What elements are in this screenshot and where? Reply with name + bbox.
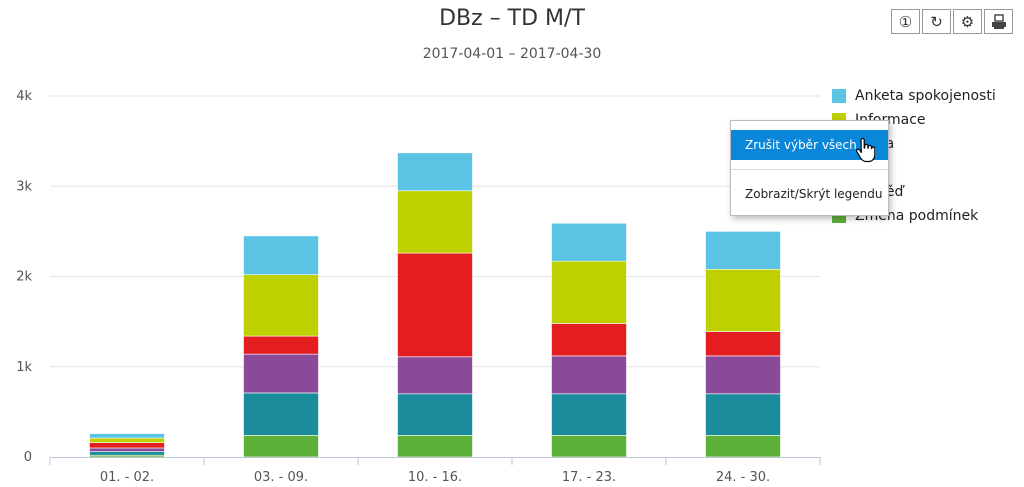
bar-segment[interactable] xyxy=(397,152,473,192)
legend-label: Anketa spokojenosti xyxy=(855,88,996,104)
bar-segment[interactable] xyxy=(705,268,781,332)
bar-segment[interactable] xyxy=(397,252,473,358)
bar-segment[interactable] xyxy=(89,437,165,443)
x-tick-label: 03. - 09. xyxy=(254,470,308,485)
bar-segment[interactable] xyxy=(89,433,165,439)
bar-segment[interactable] xyxy=(551,435,627,458)
menu-item-toggle-legend[interactable]: Zobrazit/Skrýt legendu xyxy=(745,187,883,201)
bar-segment[interactable] xyxy=(551,260,627,324)
legend-item[interactable]: Anketa spokojenosti xyxy=(832,84,996,108)
y-tick-label: 2k xyxy=(16,270,32,285)
bar-segment[interactable] xyxy=(397,435,473,458)
context-menu: Zrušit výběr všech Zobrazit/Skrýt legend… xyxy=(730,120,889,216)
print-button[interactable] xyxy=(984,9,1013,34)
bar-segment[interactable] xyxy=(397,190,473,254)
bar-segment[interactable] xyxy=(705,393,781,436)
refresh-icon: ↻ xyxy=(930,12,943,31)
refresh-button[interactable]: ↻ xyxy=(922,9,951,34)
y-tick-label: 1k xyxy=(16,360,32,375)
bar-segment[interactable] xyxy=(705,331,781,357)
bar-segment[interactable] xyxy=(551,222,627,262)
bar-segment[interactable] xyxy=(243,274,319,337)
bar-segment[interactable] xyxy=(705,355,781,395)
bar-segment[interactable] xyxy=(243,353,319,394)
legend-swatch xyxy=(832,89,846,103)
bar-segment[interactable] xyxy=(243,392,319,436)
x-tick-label: 10. - 16. xyxy=(408,470,462,485)
reset-zoom-icon: ① xyxy=(898,12,913,31)
x-tick-label: 17. - 23. xyxy=(562,470,616,485)
reset-zoom-button[interactable]: ① xyxy=(891,9,920,34)
gear-icon: ⚙ xyxy=(960,12,975,31)
bar-segment[interactable] xyxy=(705,231,781,270)
bar-segment[interactable] xyxy=(89,447,165,452)
y-tick-label: 4k xyxy=(16,89,32,104)
bar-segment[interactable] xyxy=(243,335,319,355)
print-icon xyxy=(991,13,1006,29)
y-tick-label: 3k xyxy=(16,179,32,194)
chart-toolbar: ① ↻ ⚙ xyxy=(891,9,1013,34)
bar-segment[interactable] xyxy=(89,442,165,449)
menu-separator xyxy=(731,169,888,170)
bar-segment[interactable] xyxy=(551,393,627,436)
hand-cursor-icon xyxy=(856,138,875,163)
bar-segment[interactable] xyxy=(89,451,165,456)
bar-segment[interactable] xyxy=(397,356,473,395)
x-tick-label: 01. - 02. xyxy=(100,470,154,485)
bar-segment[interactable] xyxy=(243,435,319,458)
chart-subtitle: 2017-04-01 – 2017-04-30 xyxy=(422,46,602,62)
bar-segment[interactable] xyxy=(551,323,627,357)
bar-segment[interactable] xyxy=(705,435,781,458)
chart-title: DBz – TD M/T xyxy=(439,6,585,31)
settings-button[interactable]: ⚙ xyxy=(953,9,982,34)
bar-segment[interactable] xyxy=(551,355,627,395)
y-tick-label: 0 xyxy=(24,450,32,465)
x-tick-label: 24. - 30. xyxy=(716,470,770,485)
bar-segment[interactable] xyxy=(397,393,473,436)
bar-segment[interactable] xyxy=(243,235,319,275)
